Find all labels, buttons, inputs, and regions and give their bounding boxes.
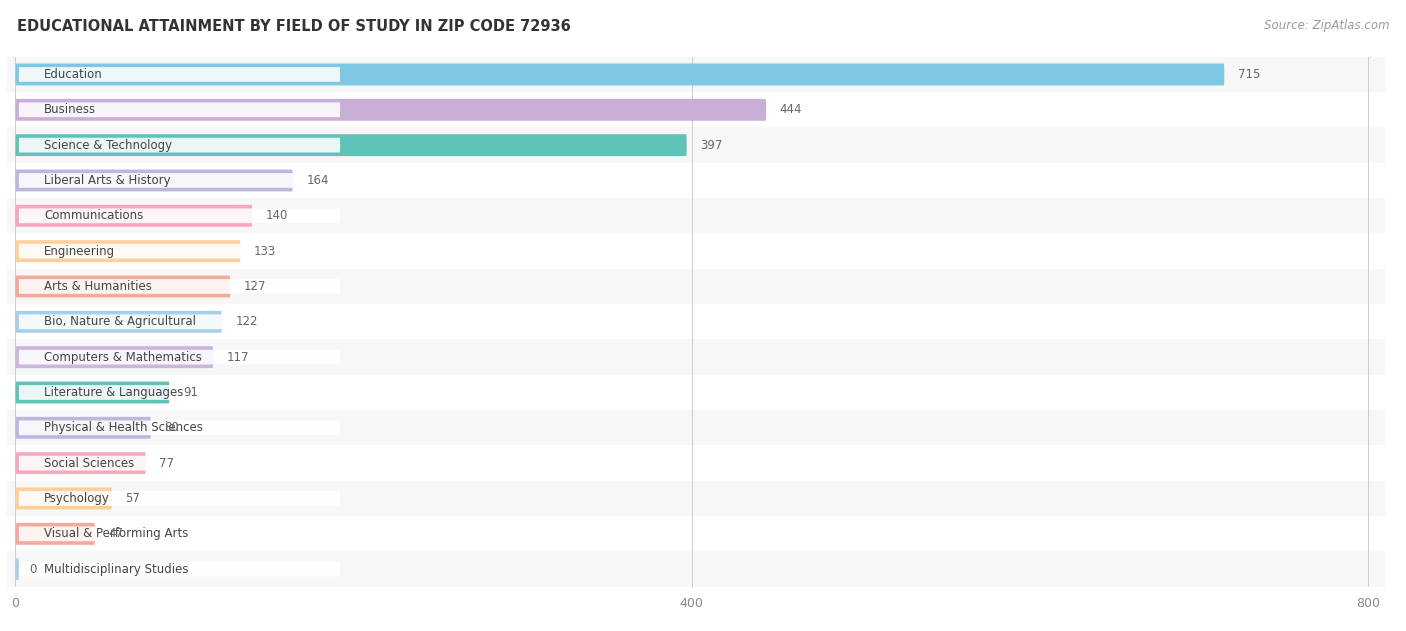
Bar [7,233,1385,269]
FancyBboxPatch shape [18,526,340,541]
Text: Business: Business [44,103,97,116]
Bar [7,551,1385,587]
Text: Communications: Communications [44,209,143,222]
FancyBboxPatch shape [18,491,340,506]
Text: 127: 127 [243,280,266,293]
Text: Bio, Nature & Agricultural: Bio, Nature & Agricultural [44,316,197,328]
Bar [7,127,1385,163]
Text: 397: 397 [700,139,723,151]
FancyBboxPatch shape [18,562,340,577]
Bar [7,304,1385,339]
FancyBboxPatch shape [18,208,340,223]
Text: 57: 57 [125,492,141,505]
FancyBboxPatch shape [15,240,240,262]
Text: 47: 47 [108,528,124,540]
Text: Education: Education [44,68,103,81]
Bar [7,339,1385,375]
FancyBboxPatch shape [15,558,18,580]
Bar [7,481,1385,516]
FancyBboxPatch shape [18,244,340,259]
Text: Liberal Arts & History: Liberal Arts & History [44,174,172,187]
Bar [7,269,1385,304]
FancyBboxPatch shape [15,205,252,227]
FancyBboxPatch shape [18,173,340,188]
Text: Social Sciences: Social Sciences [44,457,135,469]
Text: 133: 133 [254,245,276,257]
FancyBboxPatch shape [15,382,169,403]
Bar [7,445,1385,481]
Text: Visual & Performing Arts: Visual & Performing Arts [44,528,188,540]
FancyBboxPatch shape [18,420,340,435]
Text: 715: 715 [1237,68,1260,81]
Text: Arts & Humanities: Arts & Humanities [44,280,152,293]
Bar [7,163,1385,198]
Bar [7,92,1385,127]
FancyBboxPatch shape [15,488,112,509]
Text: 164: 164 [307,174,329,187]
FancyBboxPatch shape [15,311,222,333]
FancyBboxPatch shape [18,279,340,294]
FancyBboxPatch shape [18,314,340,329]
FancyBboxPatch shape [18,138,340,153]
Text: Literature & Languages: Literature & Languages [44,386,184,399]
FancyBboxPatch shape [18,456,340,471]
Bar [7,198,1385,233]
Text: Science & Technology: Science & Technology [44,139,173,151]
Bar [7,516,1385,551]
FancyBboxPatch shape [15,346,214,368]
FancyBboxPatch shape [15,170,292,191]
Text: Engineering: Engineering [44,245,115,257]
Text: Physical & Health Sciences: Physical & Health Sciences [44,422,202,434]
Text: 0: 0 [30,563,37,575]
Text: 91: 91 [183,386,198,399]
Text: EDUCATIONAL ATTAINMENT BY FIELD OF STUDY IN ZIP CODE 72936: EDUCATIONAL ATTAINMENT BY FIELD OF STUDY… [17,19,571,34]
Text: 77: 77 [159,457,174,469]
Text: Multidisciplinary Studies: Multidisciplinary Studies [44,563,188,575]
FancyBboxPatch shape [15,276,231,297]
Bar [7,375,1385,410]
FancyBboxPatch shape [18,67,340,82]
Text: 117: 117 [226,351,249,363]
Text: Computers & Mathematics: Computers & Mathematics [44,351,202,363]
FancyBboxPatch shape [15,417,150,439]
Text: 140: 140 [266,209,288,222]
FancyBboxPatch shape [15,134,686,156]
Text: 444: 444 [780,103,803,116]
FancyBboxPatch shape [18,350,340,365]
Text: Source: ZipAtlas.com: Source: ZipAtlas.com [1264,19,1389,32]
Bar [7,410,1385,445]
Bar [7,57,1385,92]
FancyBboxPatch shape [15,523,96,545]
FancyBboxPatch shape [18,102,340,117]
FancyBboxPatch shape [15,452,146,474]
FancyBboxPatch shape [15,64,1225,85]
FancyBboxPatch shape [15,99,766,121]
Text: 80: 80 [165,422,179,434]
FancyBboxPatch shape [18,385,340,400]
Text: Psychology: Psychology [44,492,110,505]
Text: 122: 122 [235,316,257,328]
